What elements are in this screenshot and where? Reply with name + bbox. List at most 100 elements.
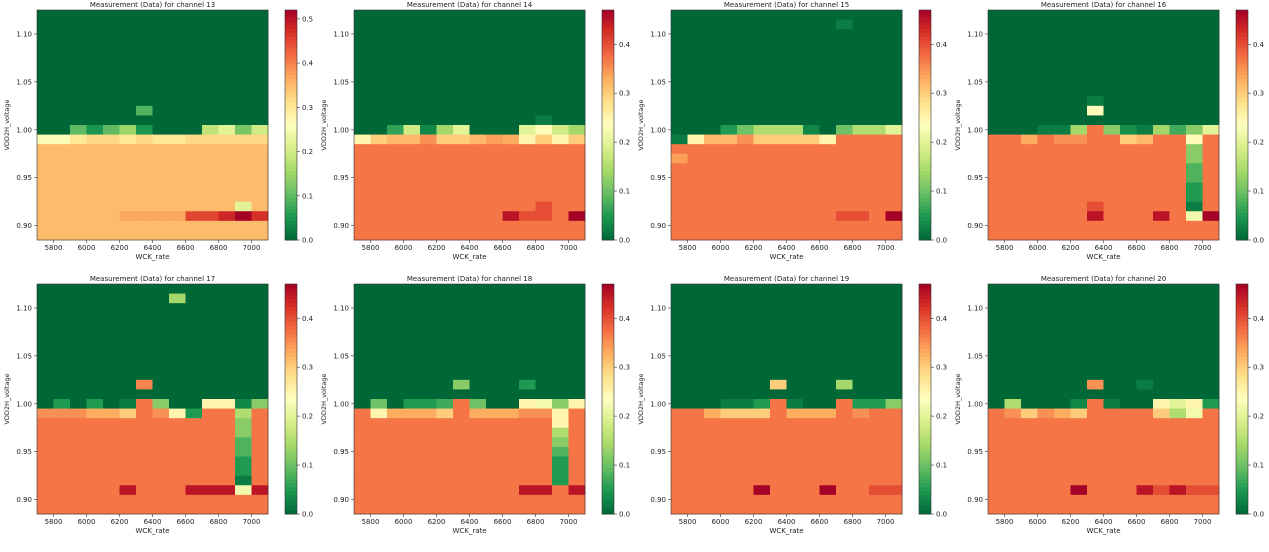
heatmap-cell — [671, 494, 688, 505]
heatmap-cell — [803, 163, 820, 174]
heatmap-cell — [185, 134, 203, 145]
heatmap-cell — [1021, 67, 1038, 78]
heatmap-cell — [568, 96, 586, 107]
heatmap-cell — [354, 427, 371, 438]
heatmap-cell — [704, 115, 721, 126]
heatmap-cell — [1136, 418, 1154, 429]
heatmap-cell — [535, 153, 553, 164]
heatmap-cell — [687, 192, 705, 203]
chart-title: Measurement (Data) for channel 15 — [724, 1, 849, 9]
heatmap-cell — [1037, 10, 1055, 20]
heatmap-cell — [1103, 211, 1121, 222]
heatmap-cell — [720, 437, 738, 448]
heatmap-cell — [786, 125, 804, 135]
heatmap-cell — [786, 48, 804, 59]
heatmap-cell — [185, 466, 203, 477]
heatmap-cell — [502, 379, 520, 390]
x-tick-label: 6400 — [1095, 244, 1113, 252]
heatmap-cell — [235, 312, 252, 323]
heatmap-cell — [885, 220, 903, 231]
heatmap-cell — [152, 504, 170, 515]
heatmap-cell — [819, 312, 837, 323]
x-tick-label: 6200 — [428, 244, 446, 252]
heatmap-cell — [370, 379, 388, 390]
heatmap-cell — [235, 427, 252, 438]
heatmap-cell — [737, 504, 754, 515]
heatmap-cell — [420, 427, 437, 438]
heatmap-cell — [469, 57, 487, 68]
heatmap-cell — [436, 446, 454, 457]
heatmap-cell — [169, 201, 186, 212]
heatmap-cell — [502, 38, 520, 49]
heatmap-cell — [1169, 134, 1187, 145]
heatmap-cell — [1136, 284, 1154, 294]
heatmap-cell — [387, 19, 404, 30]
heatmap-cell — [568, 399, 586, 409]
heatmap-cell — [737, 341, 754, 352]
colorbar-tick-label: 0.3 — [619, 90, 630, 98]
heatmap-cell — [720, 67, 738, 78]
heatmap-cell — [37, 437, 54, 448]
heatmap-cell — [403, 303, 421, 314]
x-tick-label: 6000 — [395, 244, 413, 252]
heatmap-cell — [1021, 115, 1038, 126]
colorbar-tick-label: 0.1 — [1253, 462, 1264, 470]
heatmap-cell — [1037, 67, 1055, 78]
heatmap-cell — [1202, 322, 1220, 333]
heatmap-panel: Measurement (Data) for channel 13 5800 600… — [0, 0, 317, 274]
heatmap-cell — [387, 96, 404, 107]
heatmap-cell — [552, 370, 569, 381]
heatmap-cell — [1004, 201, 1022, 212]
heatmap-cell — [453, 399, 470, 409]
heatmap-cell — [885, 370, 903, 381]
heatmap-cell — [218, 427, 236, 438]
heatmap-cell — [53, 172, 71, 183]
heatmap-cell — [37, 57, 54, 68]
heatmap-cell — [37, 201, 54, 212]
heatmap-cell — [1070, 230, 1088, 241]
heatmap-cell — [753, 360, 771, 371]
heatmap-cell — [687, 331, 705, 342]
heatmap-cell — [502, 77, 520, 88]
heatmap-cell — [568, 220, 586, 231]
heatmap-cell — [403, 293, 421, 304]
heatmap-cell — [786, 494, 804, 505]
heatmap-cell — [1120, 303, 1137, 314]
heatmap-cell — [1037, 293, 1055, 304]
heatmap-cell — [169, 341, 186, 352]
heatmap-cell — [770, 115, 787, 126]
heatmap-cell — [1070, 399, 1088, 409]
heatmap-cell — [568, 504, 586, 515]
heatmap-cell — [403, 504, 421, 515]
heatmap-cell — [420, 125, 437, 135]
heatmap-cell — [819, 446, 837, 457]
heatmap-cell — [1153, 57, 1170, 68]
heatmap-cell — [885, 351, 903, 362]
heatmap-cell — [403, 144, 421, 155]
heatmap-cell — [519, 29, 536, 40]
heatmap-cell — [852, 144, 870, 155]
heatmap-cell — [403, 312, 421, 323]
heatmap-cell — [354, 163, 371, 174]
heatmap-cell — [737, 201, 754, 212]
heatmap-cell — [803, 437, 820, 448]
heatmap-cell — [1103, 427, 1121, 438]
x-axis-label: WCK_rate — [135, 527, 169, 535]
heatmap-cell — [202, 57, 219, 68]
heatmap-cell — [819, 211, 837, 222]
heatmap-cell — [37, 10, 54, 20]
heatmap-cell — [420, 418, 437, 429]
heatmap-cell — [218, 303, 236, 314]
heatmap-cell — [1054, 192, 1071, 203]
colorbar-tick-label: 0.4 — [1253, 41, 1265, 49]
heatmap-cell — [436, 172, 454, 183]
heatmap-cell — [552, 504, 569, 515]
heatmap-cell — [119, 220, 137, 231]
heatmap-cell — [803, 399, 820, 409]
heatmap-cell — [1169, 456, 1187, 467]
heatmap-cell — [370, 427, 388, 438]
heatmap-cell — [354, 418, 371, 429]
heatmap-cell — [836, 360, 853, 371]
heatmap-cell — [1153, 475, 1170, 486]
colorbar-tick-label: 0.2 — [302, 148, 313, 156]
